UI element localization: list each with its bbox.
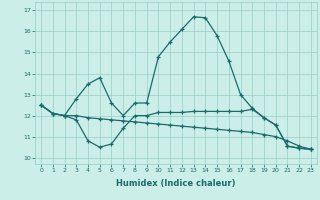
X-axis label: Humidex (Indice chaleur): Humidex (Indice chaleur) <box>116 179 236 188</box>
